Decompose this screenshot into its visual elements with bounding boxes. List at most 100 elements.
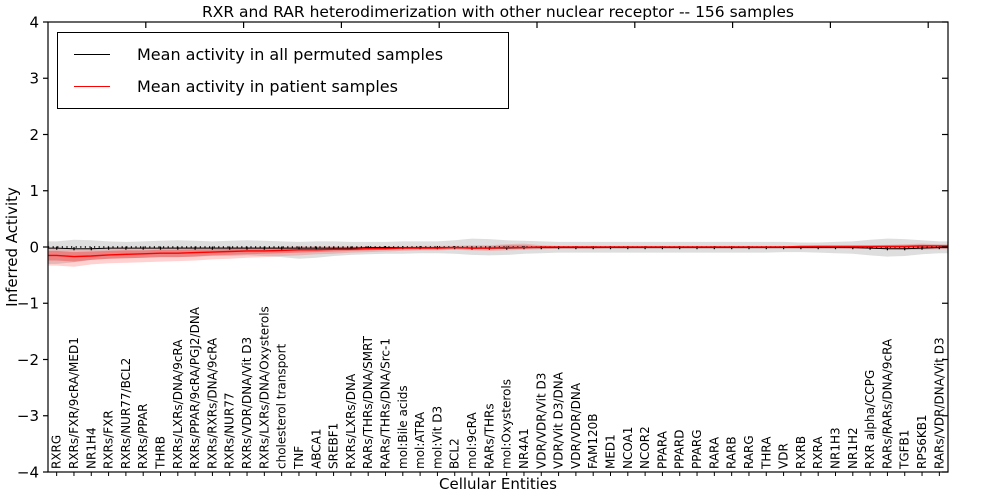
permuted-point-marker [298, 246, 300, 250]
permuted-point-marker [817, 246, 819, 250]
x-category-label: RXRs/VDR/DNA/Vit D3 [240, 337, 254, 469]
x-category-label: RXRs/FXR [102, 410, 116, 469]
chart-title: RXR and RAR heterodimerization with othe… [201, 3, 795, 21]
patient-sample-range-band [48, 243, 948, 267]
x-axis-label: Cellular Entities [439, 475, 557, 493]
x-category-label: RXRs/FXR/9cRA/MED1 [67, 337, 81, 469]
x-category-label: NR1H3 [829, 427, 843, 469]
x-category-label: RXRs/LXRs/DNA/9cRA [171, 339, 185, 469]
x-category-label: RXRs/NUR77 [223, 392, 237, 469]
x-category-label: mol:9cRA [465, 412, 479, 469]
x-category-label: RXRs/NUR77/BCL2 [119, 358, 133, 469]
y-tick-label: −2 [17, 351, 39, 369]
x-category-label: RARs/THRs/DNA/Src-1 [379, 338, 393, 469]
permuted-point-marker [263, 246, 265, 250]
legend: Mean activity in all permuted samples Me… [57, 32, 509, 109]
permuted-point-marker [921, 246, 923, 250]
y-axis-label: Inferred Activity [3, 187, 21, 307]
permuted-point-marker [384, 246, 387, 250]
y-tick-label: −4 [17, 463, 39, 481]
x-category-label: TGFB1 [898, 430, 912, 470]
permuted-point-marker [281, 246, 283, 250]
x-category-label: RXRs/RXRs/DNA/9cRA [205, 337, 219, 469]
x-category-label: RARs/THRs/DNA/SMRT [361, 335, 375, 469]
x-category-label: RARs/THRs [482, 403, 496, 469]
x-category-label: PPARG [690, 429, 704, 469]
x-category-label: PPARA [655, 430, 669, 469]
x-category-label: RXRB [794, 436, 808, 469]
x-category-label: RXRs/LXRs/DNA [344, 373, 358, 469]
permuted-point-marker [194, 246, 196, 250]
legend-line-sample-black [74, 53, 110, 55]
x-category-label: THRB [154, 436, 168, 470]
x-category-label: PPARD [673, 430, 687, 470]
permuted-point-marker [246, 246, 248, 250]
permuted-point-marker [125, 246, 127, 250]
x-category-label: RARs/VDR/DNA/Vit D3 [932, 337, 946, 469]
permuted-point-marker [211, 246, 213, 250]
y-tick-label: 2 [29, 126, 39, 144]
x-category-label: ABCA1 [309, 429, 323, 469]
permuted-point-marker [108, 246, 110, 250]
y-tick-label: 1 [29, 182, 39, 200]
x-category-label: THRA [759, 436, 773, 470]
permuted-point-marker [229, 246, 231, 250]
x-category-label: RARA [707, 436, 721, 469]
permuted-point-marker [142, 246, 144, 250]
x-category-label: RPS6KB1 [915, 414, 929, 469]
y-tick-label: 0 [29, 238, 39, 256]
x-category-label: RXRA [811, 436, 825, 469]
y-tick-label: 4 [29, 13, 39, 31]
patient-sample-inner-range-band [48, 244, 948, 262]
permuted-sample-range-band [48, 238, 948, 264]
x-category-label: NR4A1 [517, 428, 531, 469]
x-category-label: mol:Bile acids [396, 385, 410, 469]
permuted-point-marker [73, 247, 75, 251]
x-category-label: VDR/VDR/DNA [569, 382, 583, 469]
x-category-label: RARB [725, 436, 739, 469]
x-category-label: FAM120B [586, 414, 600, 470]
permuted-point-marker [177, 246, 179, 250]
x-category-label: MED1 [604, 434, 618, 469]
permuted-point-marker [834, 246, 837, 250]
x-category-label: NR1H2 [846, 427, 860, 469]
permuted-point-marker [800, 246, 802, 250]
permuted-point-marker [350, 246, 352, 250]
legend-label: Mean activity in all permuted samples [137, 44, 444, 64]
permuted-point-marker [938, 246, 940, 250]
x-category-label: VDR/VDR/Vit D3 [534, 373, 548, 469]
x-category-label: SREBF1 [327, 423, 341, 469]
permuted-point-marker [886, 247, 888, 251]
x-category-label: TNF [292, 446, 306, 470]
x-category-label: mol:ATRA [413, 411, 427, 469]
x-category-label: RXR alpha/CCPG [863, 370, 877, 469]
permuted-point-marker [869, 246, 871, 250]
x-category-label: NCOA1 [621, 427, 635, 469]
y-tick-label: −3 [17, 407, 39, 425]
x-category-label: NCOR2 [638, 426, 652, 469]
x-category-label: RARs/RARs/DNA/9cRA [880, 338, 894, 469]
x-category-label: mol:Vit D3 [430, 406, 444, 469]
x-category-label: cholesterol transport [275, 343, 289, 469]
legend-item-patient: Mean activity in patient samples [74, 74, 508, 98]
x-category-label: NR1H4 [84, 427, 98, 469]
x-category-label: RARG [742, 435, 756, 469]
x-category-label: VDR [777, 443, 791, 469]
x-category-label: BCL2 [448, 438, 462, 469]
x-category-label: RXRs/PPAR [136, 404, 150, 469]
legend-label: Mean activity in patient samples [137, 76, 398, 96]
permuted-point-marker [904, 247, 906, 251]
permuted-point-marker [315, 246, 317, 250]
permuted-point-marker [367, 246, 369, 250]
legend-line-sample-red [74, 85, 110, 87]
permuted-point-marker [852, 246, 854, 250]
x-category-label: RXRs/LXRs/DNA/Oxysterols [257, 306, 271, 469]
x-category-label: RXRG [50, 435, 64, 469]
permuted-point-marker [90, 247, 92, 251]
y-tick-label: 3 [29, 70, 39, 88]
x-category-label: VDR/Vit D3/DNA [552, 371, 566, 469]
x-category-label: mol:Oxysterols [500, 379, 514, 469]
permuted-point-marker [56, 246, 58, 250]
